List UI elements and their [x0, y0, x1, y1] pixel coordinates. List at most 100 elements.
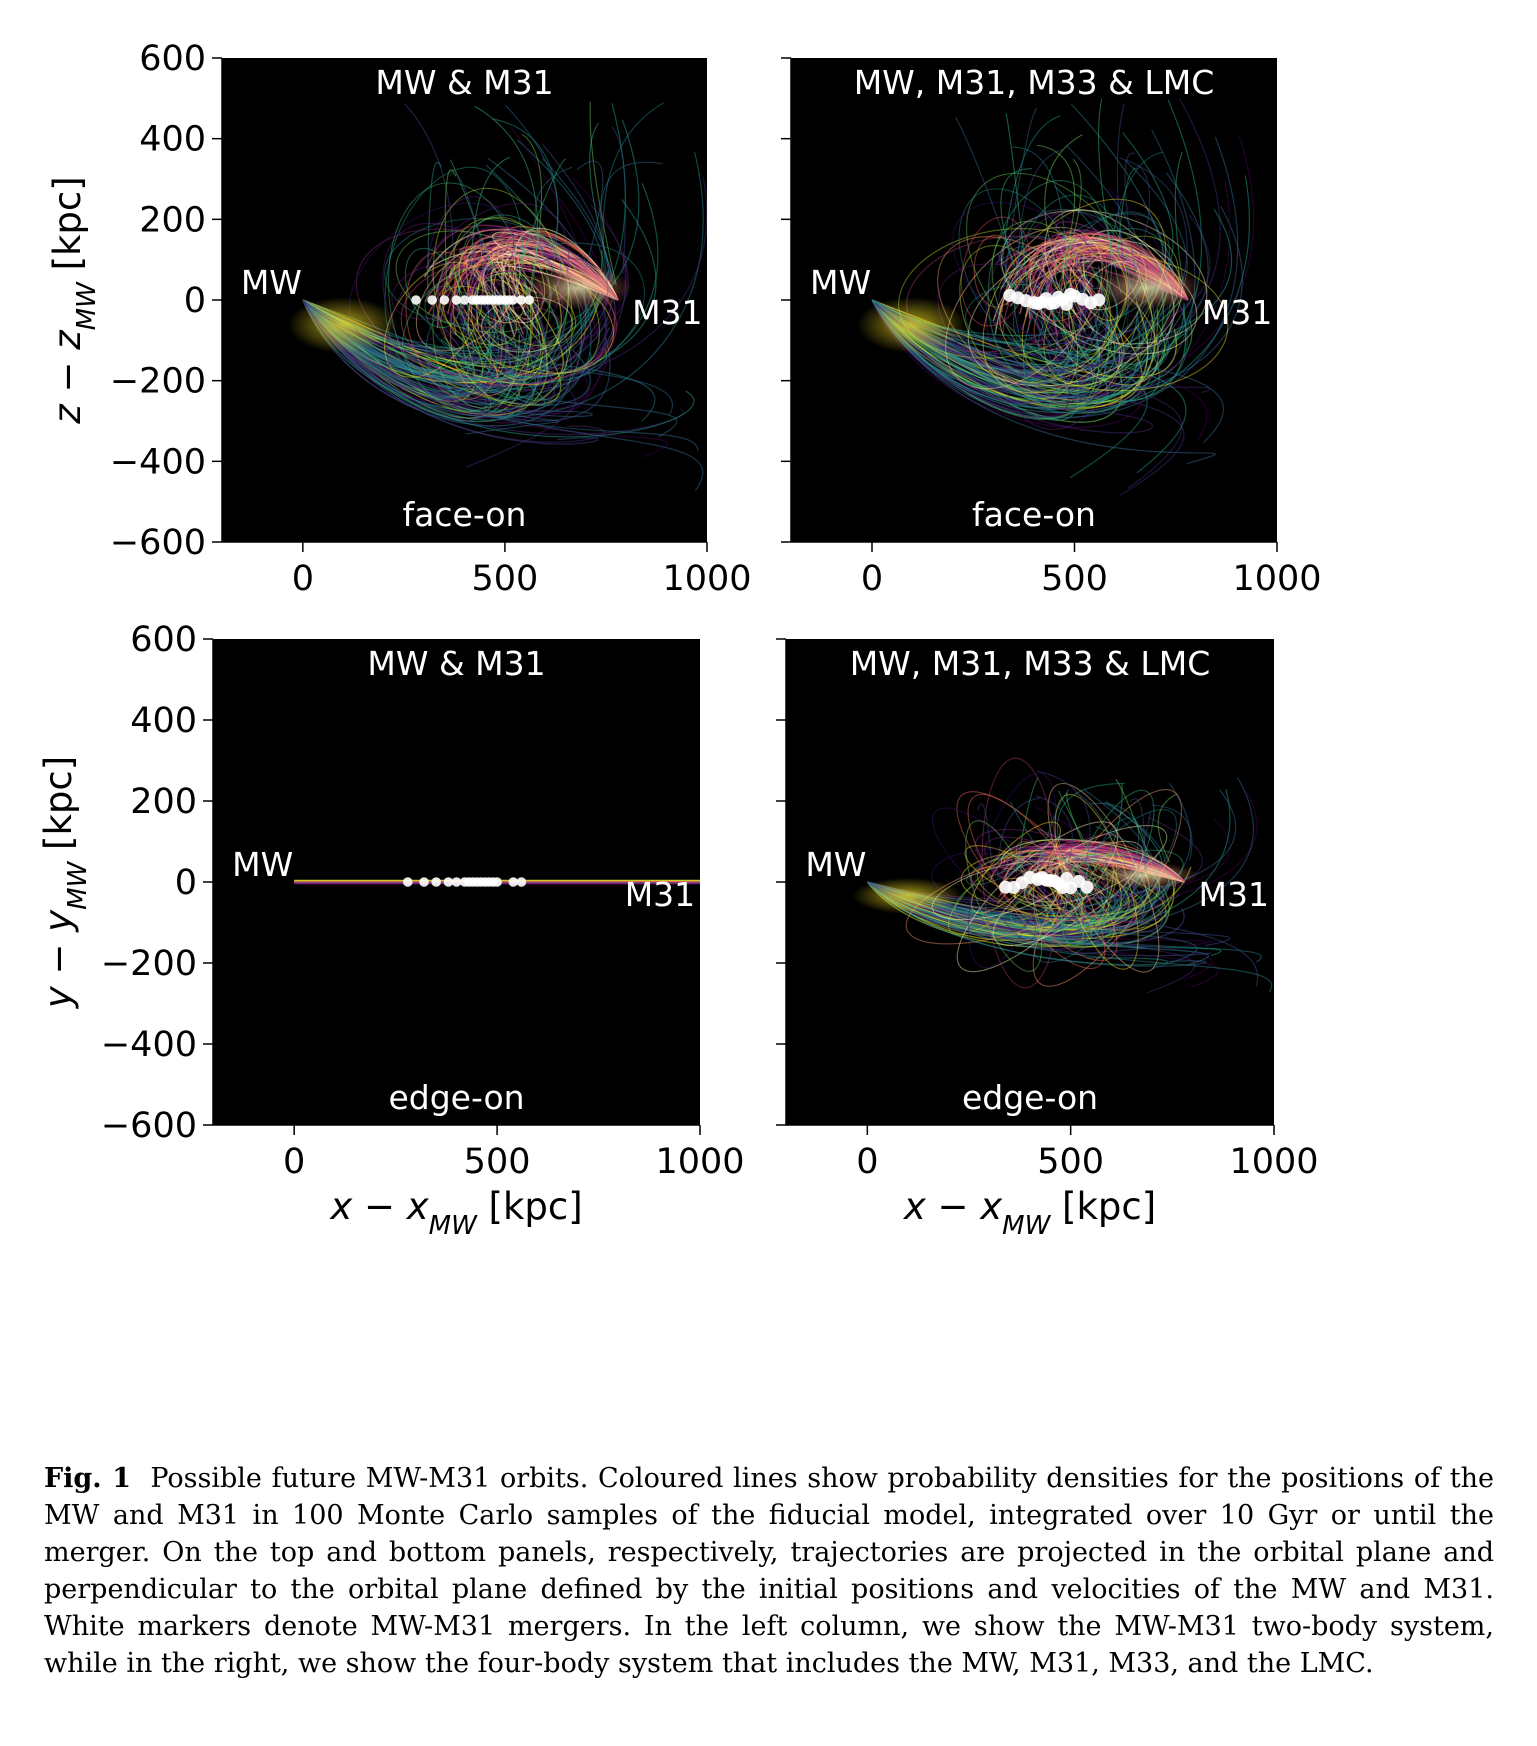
- trajectory-line: [504, 104, 559, 262]
- trajectory-loop: [992, 840, 1144, 947]
- trajectory-loop: [1032, 789, 1183, 987]
- trajectory-line: [1036, 144, 1076, 268]
- trajectory-line: [1157, 793, 1177, 863]
- trajectory-loop: [400, 256, 616, 386]
- panel-bottom-left: 600 400 200 0 −200 −400 −600 0 500 1000 MW & M31 ed…: [37, 620, 745, 1241]
- trajectory-line: [514, 158, 567, 276]
- m31-label: M31: [1202, 293, 1272, 332]
- mw-density-glow: [287, 297, 398, 353]
- trajectory-loop: [1010, 849, 1184, 932]
- trajectory-loop: [453, 217, 601, 374]
- trajectory-line: [1088, 802, 1147, 875]
- mw-label: MW: [805, 845, 866, 884]
- trajectory-loop: [999, 252, 1229, 392]
- y-tick-label: −200: [101, 944, 197, 984]
- merger-marker: [403, 877, 413, 887]
- panel-top-right: 0 500 1000 MW, M31, M33 & LMC face-on MW M31: [781, 57, 1322, 599]
- x-tick-label: 1000: [662, 559, 751, 599]
- merger-marker: [427, 295, 437, 305]
- trajectory-line: [1129, 798, 1146, 871]
- trajectory-loop: [1029, 241, 1198, 355]
- merger-marker: [411, 295, 421, 305]
- trajectory-loop: [1068, 246, 1147, 351]
- trajectory-loop: [974, 828, 1165, 923]
- panels-layer: 600 400 200 0 −200 −400 −600 0 500 1000 MW & M31 fa…: [37, 39, 1322, 1241]
- trajectory-line: [302, 299, 560, 435]
- trajectory-line: [492, 118, 559, 278]
- trajectory-loop: [404, 247, 461, 329]
- trajectory-loop: [976, 855, 1167, 931]
- trajectory-line: [404, 103, 454, 269]
- trajectory-loop: [443, 264, 505, 329]
- x-tick-label: 0: [861, 559, 883, 599]
- figure-canvas: 600 400 200 0 −200 −400 −600 0 500 1000 MW & M31 fa…: [37, 39, 1322, 1241]
- trajectory-loop: [1061, 274, 1112, 356]
- trajectory-line: [474, 105, 539, 293]
- trajectory-loop: [981, 757, 1060, 989]
- trajectory-loop: [415, 242, 521, 352]
- merger-marker: [516, 295, 526, 305]
- merger-marker: [459, 295, 470, 305]
- projection-label: edge-on: [962, 1078, 1098, 1117]
- trajectory-loop: [947, 839, 1057, 935]
- m31-density-glow: [523, 266, 634, 310]
- merger-marker: [1092, 293, 1106, 307]
- merger-marker: [439, 295, 450, 305]
- trajectory-line: [1066, 792, 1098, 872]
- panel-title: MW, M31, M33 & LMC: [854, 63, 1215, 102]
- y-tick-label: 600: [139, 39, 206, 79]
- trajectory-loop: [386, 202, 570, 403]
- y-tick-label: 600: [130, 620, 197, 660]
- trajectory-loop: [462, 271, 534, 382]
- merger-marker: [431, 877, 442, 887]
- m31-density-glow: [1092, 266, 1203, 310]
- trajectory-loop: [960, 216, 1031, 327]
- trajectory-line: [576, 160, 604, 273]
- mw-density-glow: [852, 877, 963, 914]
- y-tick-label: 200: [130, 782, 197, 822]
- merger-marker: [508, 295, 518, 305]
- m31-label: M31: [632, 293, 702, 332]
- trajectory-loop: [958, 188, 1087, 355]
- trajectory-loop: [1017, 278, 1091, 336]
- x-tick-label: 1000: [1232, 559, 1321, 599]
- trajectory-loop: [952, 201, 1119, 345]
- trajectories: [857, 98, 1255, 496]
- trajectory-loop: [1033, 809, 1178, 963]
- trajectory-loop: [436, 265, 618, 376]
- x-tick-label: 0: [292, 559, 314, 599]
- trajectory-line: [1116, 103, 1125, 263]
- trajectory-line: [302, 299, 599, 445]
- trajectory-line: [871, 299, 1217, 465]
- trajectory-loop: [956, 821, 1119, 973]
- y-axis-label: y − yMW [kpc]: [37, 756, 93, 1009]
- trajectory-loop: [945, 226, 1103, 390]
- trajectory-line: [611, 126, 627, 274]
- x-tick-label: 0: [283, 1142, 305, 1182]
- panel-top-left: 600 400 200 0 −200 −400 −600 0 500 1000 MW & M31 fa…: [46, 39, 752, 599]
- caption-label: Fig. 1: [44, 1463, 131, 1494]
- m31-label: M31: [625, 875, 695, 914]
- x-tick-label: 500: [464, 1142, 531, 1182]
- trajectory-line: [1174, 152, 1184, 282]
- merger-markers: [411, 295, 534, 305]
- trajectory-loop: [1016, 841, 1094, 921]
- trajectory-line: [302, 126, 591, 415]
- trajectory-line: [1057, 782, 1125, 869]
- projection-label: edge-on: [388, 1078, 524, 1117]
- y-tick-label: 400: [130, 701, 197, 741]
- trajectory-loop: [391, 263, 478, 320]
- y-tick-label: −600: [110, 523, 206, 563]
- trajectory-loop: [973, 234, 1018, 308]
- trajectory-line: [602, 102, 664, 298]
- trajectory-line: [997, 797, 1040, 879]
- trajectory-loop: [425, 242, 645, 401]
- trajectory-loop: [382, 222, 552, 424]
- merger-markers: [999, 871, 1094, 895]
- trajectory-line: [449, 173, 490, 282]
- trajectory-line: [1101, 783, 1123, 873]
- y-tick-label: 0: [175, 863, 197, 903]
- trajectory-loop: [1021, 246, 1128, 377]
- trajectory-loop: [1013, 213, 1171, 362]
- trajectory-line: [1057, 790, 1105, 874]
